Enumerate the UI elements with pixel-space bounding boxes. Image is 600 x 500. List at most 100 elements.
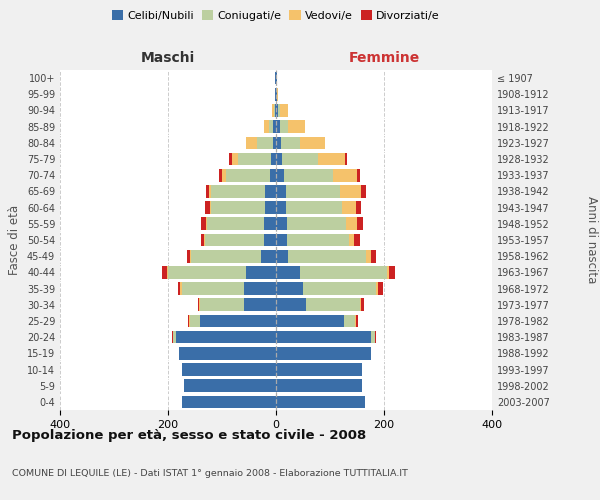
- Bar: [343, 314, 355, 328]
- Bar: [349, 234, 354, 246]
- Bar: [211, 202, 265, 214]
- Bar: [200, 298, 244, 311]
- Bar: [199, 298, 200, 311]
- Bar: [205, 202, 209, 214]
- Bar: [167, 266, 168, 278]
- Bar: [203, 234, 205, 246]
- Bar: [276, 250, 288, 262]
- Bar: [222, 169, 226, 181]
- Y-axis label: Fasce di età: Fasce di età: [8, 205, 21, 275]
- Bar: [232, 152, 238, 166]
- Bar: [288, 250, 366, 262]
- Bar: [287, 218, 346, 230]
- Bar: [272, 104, 274, 117]
- Bar: [276, 331, 371, 344]
- Bar: [161, 266, 167, 278]
- Bar: [343, 202, 356, 214]
- Bar: [301, 136, 325, 149]
- Bar: [287, 234, 349, 246]
- Bar: [269, 120, 274, 133]
- Bar: [377, 282, 383, 295]
- Bar: [182, 396, 276, 408]
- Bar: [280, 104, 289, 117]
- Bar: [257, 136, 274, 149]
- Bar: [187, 250, 190, 262]
- Bar: [276, 298, 306, 311]
- Bar: [332, 169, 357, 181]
- Bar: [205, 234, 264, 246]
- Bar: [265, 185, 276, 198]
- Text: Femmine: Femmine: [349, 51, 419, 65]
- Bar: [176, 331, 276, 344]
- Text: Maschi: Maschi: [141, 51, 195, 65]
- Bar: [344, 152, 347, 166]
- Bar: [209, 185, 211, 198]
- Bar: [281, 136, 300, 149]
- Legend: Celibi/Nubili, Coniugati/e, Vedovi/e, Divorziati/e: Celibi/Nubili, Coniugati/e, Vedovi/e, Di…: [110, 8, 442, 23]
- Bar: [276, 185, 286, 198]
- Bar: [261, 250, 276, 262]
- Text: Popolazione per età, sesso e stato civile - 2008: Popolazione per età, sesso e stato civil…: [12, 430, 366, 442]
- Bar: [387, 266, 389, 278]
- Bar: [238, 152, 271, 166]
- Bar: [366, 250, 371, 262]
- Bar: [200, 314, 276, 328]
- Bar: [274, 120, 276, 133]
- Bar: [264, 218, 276, 230]
- Bar: [354, 234, 359, 246]
- Bar: [276, 266, 301, 278]
- Bar: [276, 136, 281, 149]
- Bar: [276, 347, 371, 360]
- Bar: [179, 347, 276, 360]
- Bar: [361, 298, 364, 311]
- Bar: [346, 218, 357, 230]
- Bar: [283, 152, 317, 166]
- Bar: [361, 185, 365, 198]
- Bar: [269, 169, 276, 181]
- Bar: [276, 282, 303, 295]
- Bar: [371, 331, 375, 344]
- Bar: [265, 202, 276, 214]
- Bar: [168, 266, 247, 278]
- Bar: [201, 234, 203, 246]
- Bar: [317, 152, 344, 166]
- Bar: [271, 152, 276, 166]
- Bar: [276, 202, 286, 214]
- Bar: [220, 169, 222, 181]
- Bar: [206, 185, 209, 198]
- Bar: [303, 282, 376, 295]
- Bar: [371, 250, 376, 262]
- Bar: [275, 104, 276, 117]
- Bar: [206, 218, 208, 230]
- Bar: [357, 218, 364, 230]
- Bar: [389, 266, 395, 278]
- Bar: [301, 266, 387, 278]
- Bar: [357, 169, 360, 181]
- Bar: [274, 104, 275, 117]
- Bar: [277, 88, 278, 101]
- Bar: [184, 380, 276, 392]
- Bar: [355, 314, 356, 328]
- Bar: [276, 234, 287, 246]
- Bar: [276, 104, 278, 117]
- Bar: [178, 282, 181, 295]
- Bar: [264, 234, 276, 246]
- Bar: [263, 120, 269, 133]
- Bar: [188, 314, 189, 328]
- Bar: [360, 298, 361, 311]
- Bar: [340, 185, 361, 198]
- Bar: [229, 152, 232, 166]
- Bar: [191, 250, 261, 262]
- Bar: [247, 266, 276, 278]
- Bar: [208, 218, 264, 230]
- Text: COMUNE DI LEQUILE (LE) - Dati ISTAT 1° gennaio 2008 - Elaborazione TUTTITALIA.IT: COMUNE DI LEQUILE (LE) - Dati ISTAT 1° g…: [12, 468, 408, 477]
- Bar: [276, 169, 284, 181]
- Bar: [278, 104, 280, 117]
- Bar: [190, 314, 200, 328]
- Bar: [181, 282, 182, 295]
- Bar: [276, 120, 280, 133]
- Bar: [247, 136, 257, 149]
- Bar: [276, 152, 283, 166]
- Bar: [182, 363, 276, 376]
- Bar: [284, 169, 333, 181]
